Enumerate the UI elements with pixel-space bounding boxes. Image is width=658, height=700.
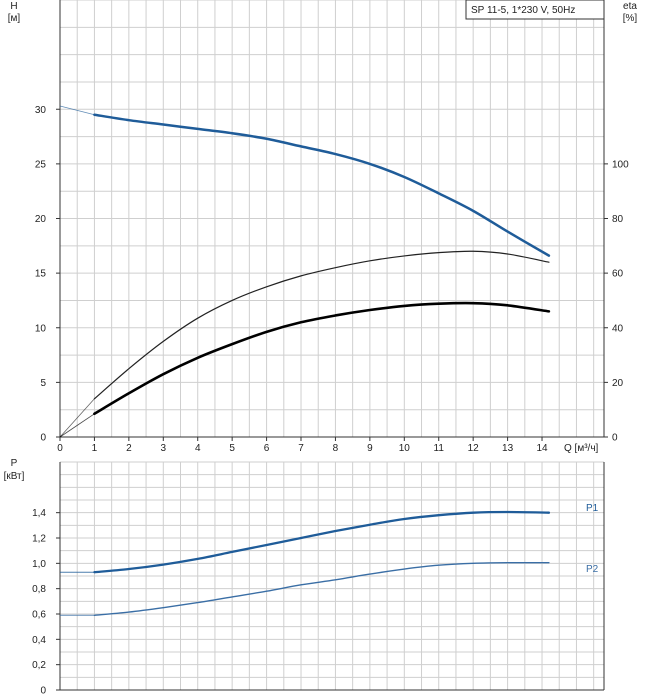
series-label-P2: P2: [586, 564, 599, 575]
y-tick-label: 0,2: [32, 660, 46, 671]
y2-tick-label: 20: [612, 378, 624, 389]
y2-tick-label: 100: [612, 159, 629, 170]
series-line-1: [93, 250, 550, 400]
x-tick-label: 9: [367, 443, 373, 454]
title-box-frame: [465, 0, 605, 20]
y-tick-label: 1,4: [32, 508, 46, 519]
series-line-2: [93, 301, 551, 416]
x-tick-label: 12: [468, 443, 480, 454]
y-tick-label: 0: [40, 686, 46, 697]
y2-tick-label: 60: [612, 269, 624, 280]
y2-axis-label-name: eta: [623, 1, 637, 12]
y-tick-label: 10: [35, 323, 47, 334]
y-tick-label: 1,2: [32, 534, 46, 545]
y2-axis-label-unit: [%]: [623, 13, 638, 24]
x-tick-label: 5: [229, 443, 235, 454]
y-tick-label: 0,6: [32, 610, 46, 621]
y2-tick-label: 0: [612, 433, 618, 444]
y-tick-label: 25: [35, 159, 47, 170]
series-extension-2: [59, 413, 95, 438]
power-axis-label-unit: [кВт]: [4, 471, 25, 482]
x-axis-label: Q [м³/ч]: [564, 443, 599, 454]
x-tick-label: 6: [264, 443, 270, 454]
series-label-P1: P1: [586, 503, 599, 514]
y-tick-label: 20: [35, 214, 47, 225]
x-tick-label: 1: [92, 443, 98, 454]
x-tick-label: 7: [298, 443, 304, 454]
y2-tick-label: 80: [612, 214, 624, 225]
y-tick-label: 1,0: [32, 559, 46, 570]
y-tick-label: 0,8: [32, 584, 46, 595]
y-axis-label-name: H: [10, 1, 17, 12]
x-tick-label: 8: [333, 443, 339, 454]
series-extension-0: [59, 105, 95, 116]
x-tick-label: 2: [126, 443, 132, 454]
x-tick-label: 11: [434, 443, 445, 454]
series-line-0: [93, 113, 551, 257]
x-tick-label: 3: [161, 443, 167, 454]
chart-title: SP 11-5, 1*230 V, 50Hz: [471, 5, 575, 16]
x-tick-label: 14: [536, 443, 548, 454]
chart-title-box: SP 11-5, 1*230 V, 50Hz: [465, 0, 605, 20]
x-tick-label: 10: [399, 443, 411, 454]
power-axis-label-name: P: [11, 458, 18, 469]
x-tick-label: 13: [502, 443, 514, 454]
y-tick-label: 30: [35, 105, 47, 116]
x-tick-label: 4: [195, 443, 201, 454]
y-tick-label: 0: [40, 433, 46, 444]
y-axis-label-unit: [м]: [8, 13, 21, 24]
y-tick-label: 5: [40, 378, 46, 389]
power-plot: 0 0,2 0,4 0,6 0,8 1,0 1,2 1,4 P [кВт] P1 P2: [4, 458, 605, 697]
power-series-line-P2: [93, 561, 550, 616]
y-tick-label: 15: [35, 269, 47, 280]
y-tick-label: 0,4: [32, 635, 46, 646]
y2-tick-label: 40: [612, 323, 624, 334]
series-extension-1: [59, 398, 95, 438]
power-series-line-P1: [93, 510, 551, 574]
x-tick-label: 0: [57, 443, 63, 454]
